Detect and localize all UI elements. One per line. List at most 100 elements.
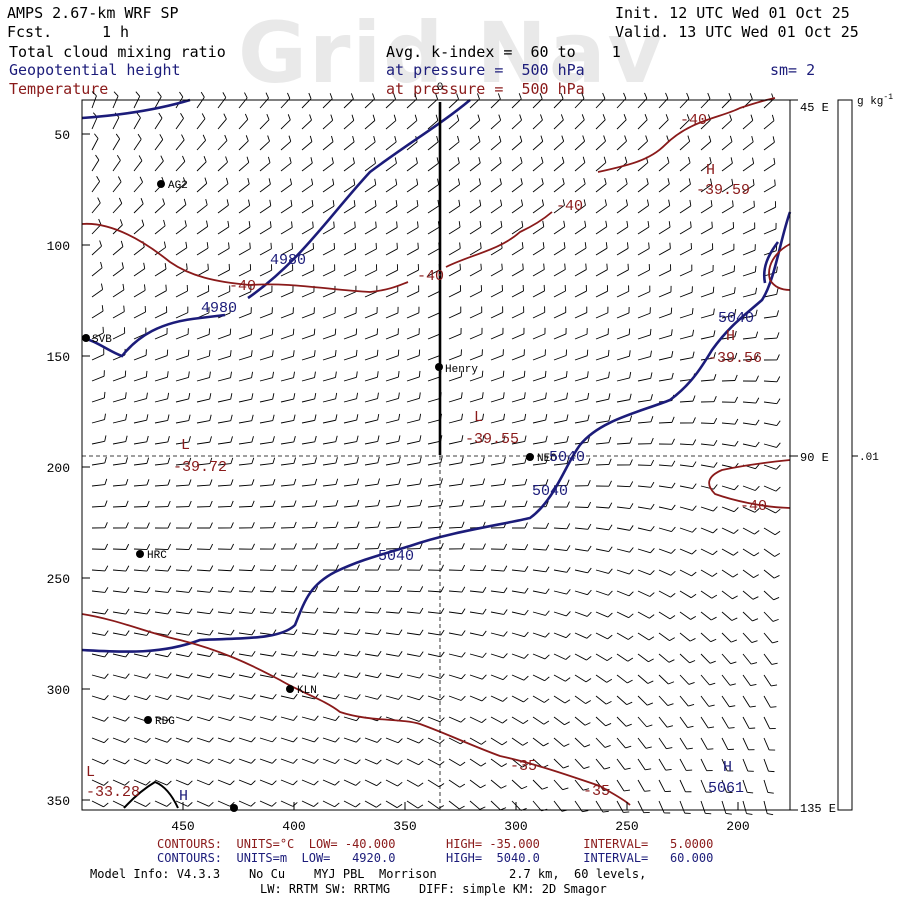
wind-barb: [154, 219, 166, 235]
wind-barb: [595, 716, 612, 727]
wind-barb: [742, 419, 760, 426]
wind-barb: [469, 630, 487, 637]
wind-barb: [112, 392, 127, 403]
wind-barb: [301, 715, 319, 721]
wind-barb: [91, 543, 109, 550]
wind-barb: [301, 779, 319, 786]
wind-barb: [490, 737, 508, 746]
wind-barb: [637, 135, 648, 151]
wind-barb: [322, 200, 335, 214]
wind-barb: [658, 548, 676, 554]
wind-barb: [616, 285, 630, 298]
wind-barb: [637, 737, 652, 749]
wind-barb: [133, 155, 143, 172]
wind-barb: [448, 349, 462, 361]
wind-barb: [91, 112, 98, 130]
wind-barb: [343, 737, 361, 743]
wind-barb: [196, 651, 214, 657]
wind-barb: [658, 504, 676, 511]
wind-barb: [343, 629, 361, 635]
footer-temp-contours: CONTOURS: UNITS=°C LOW= -40.000 HIGH= -3…: [157, 837, 714, 851]
height-label: 4980: [201, 300, 237, 317]
wind-barb: [154, 457, 171, 466]
wind-barb: [154, 91, 162, 109]
wind-barb: [511, 758, 528, 768]
wind-barb: [679, 221, 692, 235]
wind-barb: [700, 653, 716, 664]
wind-barb: [616, 737, 632, 749]
wind-barb: [385, 371, 400, 382]
wind-barb: [217, 522, 234, 529]
wind-barb: [406, 199, 419, 214]
x-tick-label: 400: [282, 819, 305, 834]
wind-barb: [385, 564, 402, 571]
wind-barb: [154, 306, 168, 319]
wind-barb: [385, 93, 396, 109]
wind-barb: [196, 543, 214, 550]
wind-barb: [490, 284, 503, 298]
temp-label: -35: [510, 758, 537, 775]
wind-barb: [91, 370, 105, 382]
wind-barb: [406, 478, 422, 487]
wind-barb: [700, 527, 718, 534]
wind-barb: [763, 506, 781, 514]
wind-barb: [763, 737, 776, 751]
wind-barb: [385, 456, 401, 466]
wind-barb: [679, 439, 697, 446]
wind-barb: [553, 457, 570, 466]
wind-barb: [637, 653, 654, 663]
wind-barb: [133, 91, 141, 109]
wind-barb: [175, 285, 188, 298]
wind-barb: [343, 392, 359, 403]
wind-barb: [259, 135, 270, 151]
wind-barb: [742, 179, 755, 193]
wind-barb: [742, 674, 757, 687]
station-rdg: RDG: [144, 716, 175, 728]
wind-barb: [742, 222, 756, 235]
wind-barb: [238, 178, 250, 193]
wind-barb: [679, 611, 697, 620]
temp-label: -40: [417, 268, 444, 285]
wind-barb: [364, 542, 381, 550]
wind-barb: [343, 694, 361, 700]
wind-barb: [574, 92, 585, 109]
wind-barb: [511, 156, 523, 172]
wind-barb: [364, 392, 379, 403]
wind-barb: [763, 527, 781, 536]
wind-barb: [532, 93, 543, 109]
wind-barb: [301, 264, 315, 277]
wind-barb: [133, 737, 151, 743]
wind-barb: [469, 263, 482, 277]
wind-barb: [238, 543, 255, 550]
wind-barb: [553, 92, 564, 109]
wind-barb: [721, 114, 732, 130]
wind-barb: [742, 695, 756, 708]
wind-barb: [406, 779, 424, 787]
x-tick-label: 300: [504, 819, 527, 834]
wind-barb: [616, 415, 633, 424]
wind-barb: [511, 392, 526, 403]
wind-barb: [301, 135, 313, 151]
wind-barb: [490, 242, 503, 256]
wind-barb: [259, 264, 273, 277]
wind-barb: [112, 673, 130, 679]
wind-barb: [133, 457, 150, 466]
wind-barb: [364, 178, 377, 193]
wind-barb: [553, 371, 568, 382]
wind-barb: [427, 673, 445, 679]
wind-barb: [511, 653, 529, 659]
wind-barb: [91, 133, 99, 151]
wind-barb: [238, 672, 256, 679]
wind-barb: [448, 178, 461, 193]
wind-barb: [721, 506, 739, 513]
wind-barb: [385, 607, 403, 614]
wind-barb: [217, 436, 233, 445]
wind-barb: [532, 544, 550, 551]
wind-barb: [406, 499, 423, 508]
wind-barb: [679, 653, 696, 664]
wind-barb: [616, 156, 628, 172]
wind-barb: [217, 565, 235, 572]
wind-barb: [196, 242, 209, 256]
wind-barb: [133, 176, 143, 193]
wind-barb: [259, 371, 274, 382]
